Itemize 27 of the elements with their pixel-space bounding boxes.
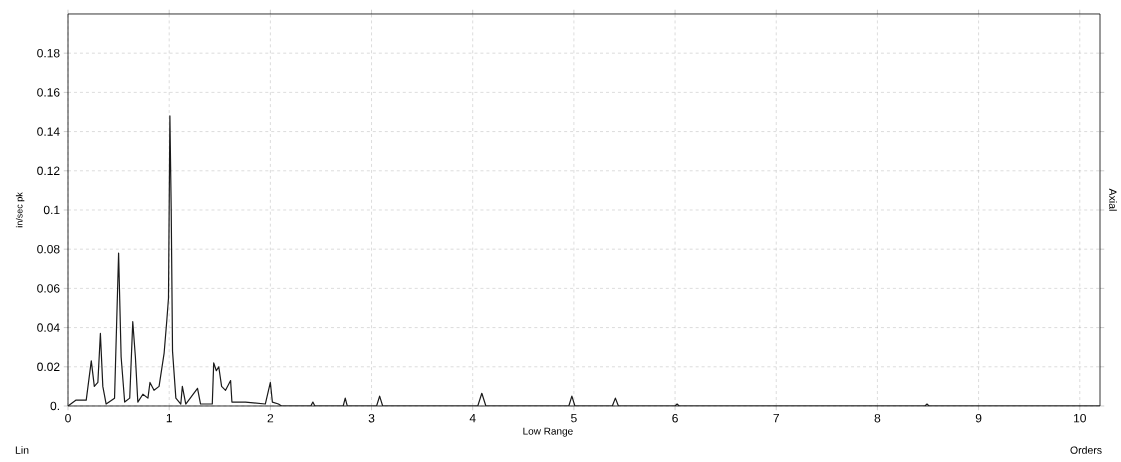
x-tick-label: 10 [1074,413,1086,423]
text: Lin [15,446,29,454]
x-tick-label: 9 [975,413,982,423]
x-tick-label: 8 [874,413,881,423]
x-tick-label: 1 [166,413,172,423]
x-tick-label: 3 [368,413,375,423]
text: Orders [1070,446,1102,454]
y-tick-label: 0.02 [37,362,60,372]
y-tick-label: 0.1 [43,205,60,215]
y-axis-title: in/sec pk [15,192,25,228]
y-tick-label: 0.16 [37,88,60,97]
y-tick-label: 0.18 [37,48,60,58]
y-tick-label: 0.12 [37,166,60,176]
y-tick-label: 0.14 [37,127,60,136]
y-tick-label: 0.04 [37,323,60,332]
x-tick-label: 6 [672,413,678,423]
x-tick-label: 7 [773,413,779,423]
x-tick-label: 5 [571,413,577,423]
y-tick-label: 0.06 [37,284,60,293]
x-tick-label: 4 [469,413,476,423]
text: Axial [1109,188,1117,211]
line-series [68,115,1100,406]
y-tick-label: 0.08 [37,244,60,254]
x-tick-label: 2 [267,413,274,423]
x-tick-label: 0 [65,413,71,423]
y-tick-label: 0. [50,401,59,411]
x-axis-title: Low Range [523,427,573,437]
